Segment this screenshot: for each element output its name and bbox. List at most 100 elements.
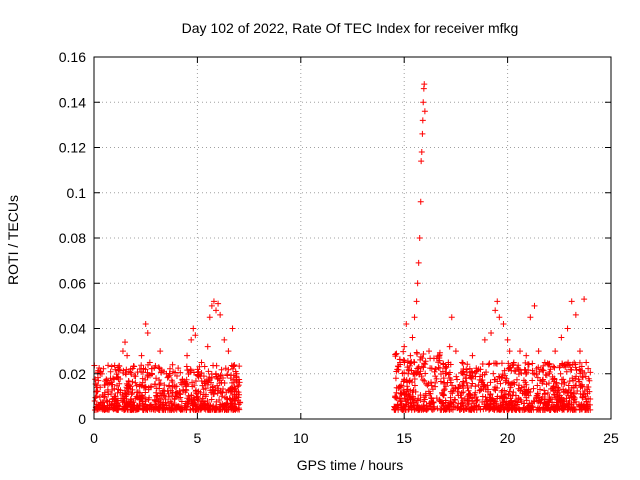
data-point [459,359,466,366]
data-point [132,406,139,413]
data-point [557,398,564,405]
data-point [423,406,430,413]
data-point [411,382,418,389]
data-point [189,379,196,386]
data-point [393,395,400,402]
data-point [501,387,508,394]
data-point [572,398,579,405]
data-point [577,390,584,397]
data-point [545,361,552,368]
data-point [157,396,164,403]
data-point [116,403,123,410]
data-point [119,348,126,355]
data-point [412,369,419,376]
grid [94,57,611,419]
data-point [546,360,553,367]
data-point [545,380,552,387]
data-point [469,352,476,359]
data-point [115,386,122,393]
y-tick-label: 0.08 [59,230,86,246]
data-point [509,392,516,399]
data-point [200,386,207,393]
data-point [492,376,499,383]
data-point [518,370,525,377]
data-point [417,356,424,363]
data-point [220,402,227,409]
data-point [470,405,477,412]
data-point [425,380,432,387]
data-point [421,108,428,115]
data-point [396,383,403,390]
data-point [177,369,184,376]
y-tick-label: 0.1 [67,185,87,201]
data-point [184,352,191,359]
data-point [224,400,231,407]
data-point [116,367,123,374]
data-point [183,376,190,383]
data-point [545,402,552,409]
data-point [148,401,155,408]
data-point [523,352,530,359]
data-point [144,372,151,379]
data-point [394,363,401,370]
data-point [226,387,233,394]
data-point [534,406,541,413]
data-point [413,349,420,356]
data-point [416,371,423,378]
data-point [201,363,208,370]
data-point [109,381,116,388]
data-point [169,378,176,385]
data-point [144,330,151,337]
data-point [142,320,149,327]
data-point [155,404,162,411]
data-point [480,386,487,393]
data-point [217,373,224,380]
data-point [464,361,471,368]
x-axis: 0 5 10 15 20 25 [90,57,619,446]
data-point [419,117,426,124]
data-point [411,376,418,383]
data-point [484,402,491,409]
data-point [210,298,217,305]
data-point [132,379,139,386]
data-point [230,362,237,369]
data-point [158,369,165,376]
data-point [481,336,488,343]
data-point [497,380,504,387]
data-point [400,378,407,385]
data-point [530,385,537,392]
data-point [151,396,158,403]
data-point [447,398,454,405]
data-point [209,387,216,394]
y-tick-label: 0.12 [59,140,86,156]
data-point [485,386,492,393]
data-point [231,361,238,368]
data-point [574,387,581,394]
data-point [440,361,447,368]
data-point [417,397,424,404]
data-point [192,332,199,339]
data-point [450,399,457,406]
data-point [203,391,210,398]
data-point [510,389,517,396]
data-point [458,394,465,401]
data-point [479,393,486,400]
data-point [447,388,454,395]
data-point [403,320,410,327]
data-point [236,379,243,386]
data-point [505,379,512,386]
data-point [142,389,149,396]
data-point [476,387,483,394]
data-point [146,402,153,409]
data-point [184,400,191,407]
data-point [124,352,131,359]
data-point [436,355,443,362]
data-point [472,383,479,390]
data-point [107,368,114,375]
data-point [539,366,546,373]
data-point [148,365,155,372]
data-point [512,368,519,375]
data-point [472,369,479,376]
data-point [576,348,583,355]
data-point [432,373,439,380]
